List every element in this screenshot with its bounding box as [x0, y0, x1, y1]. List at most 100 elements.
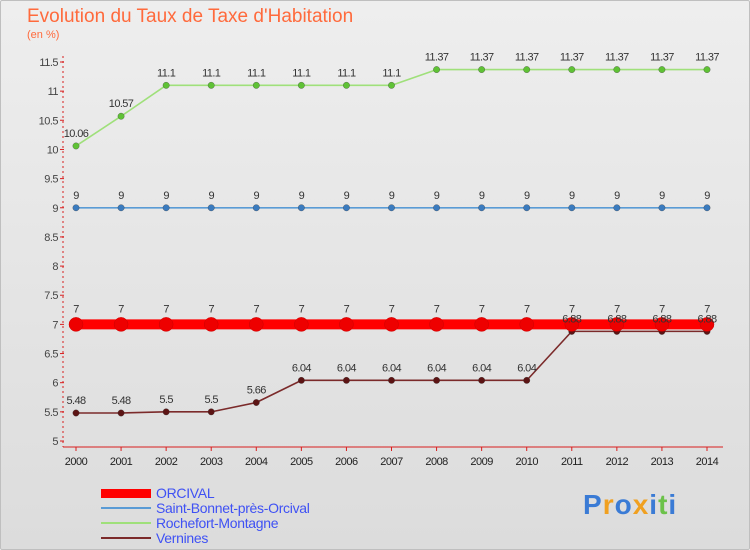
data-label: 7 [569, 303, 575, 315]
data-label: 6.88 [697, 313, 716, 325]
data-point [388, 377, 395, 384]
data-point [613, 204, 621, 212]
data-point [252, 399, 260, 406]
data-point [162, 408, 170, 416]
data-point [117, 112, 125, 120]
x-tick-label: 2009 [470, 456, 493, 468]
data-point [478, 204, 485, 212]
data-point [433, 66, 440, 73]
series-line-rochefort-montagne [75, 68, 707, 147]
y-tick-label: 9.5 [44, 174, 58, 186]
legend-swatch [101, 522, 151, 524]
data-label: 7 [704, 303, 710, 315]
data-point [72, 409, 80, 417]
y-tick-label: 11.5 [39, 57, 58, 69]
x-tick-label: 2001 [110, 456, 133, 468]
data-point [298, 204, 305, 212]
y-tick-label: 6 [52, 378, 58, 390]
data-point [478, 66, 485, 73]
data-point [207, 81, 215, 89]
legend-label: ORCIVAL [156, 485, 215, 501]
data-label: 11.37 [560, 52, 584, 64]
data-label: 11.37 [470, 52, 494, 64]
data-point [474, 317, 489, 332]
legend-label: Vernines [156, 530, 209, 546]
data-point [609, 317, 625, 332]
data-point [523, 66, 531, 73]
data-point [388, 81, 395, 89]
data-point [298, 81, 305, 89]
data-point [429, 317, 444, 332]
data-label: 6.04 [472, 362, 491, 374]
data-label: 6.04 [427, 362, 446, 374]
data-label: 6.88 [652, 313, 671, 325]
y-tick-label: 5 [52, 436, 58, 448]
data-label: 7 [299, 303, 305, 315]
y-tick-label: 10.5 [39, 115, 59, 127]
data-point [523, 377, 531, 384]
data-label: 11.1 [337, 67, 356, 79]
data-label: 11.1 [382, 67, 401, 79]
x-tick-label: 2004 [245, 456, 268, 468]
data-point [568, 66, 576, 73]
data-point [699, 317, 715, 332]
data-point [478, 377, 485, 384]
y-tick-label: 7.5 [44, 290, 58, 302]
data-label: 5.66 [247, 385, 266, 397]
data-label: 9 [704, 190, 710, 202]
data-point [113, 317, 129, 332]
x-tick-label: 2008 [425, 456, 448, 468]
data-label: 10.57 [109, 98, 134, 110]
data-label: 7 [73, 303, 79, 315]
chart-series [68, 66, 715, 417]
data-label: 11.1 [292, 67, 311, 79]
data-point [207, 204, 215, 212]
x-tick-label: 2002 [155, 456, 178, 468]
data-label: 9 [389, 190, 395, 202]
data-label: 6.04 [382, 362, 401, 374]
legend-label: Saint-Bonnet-près-Orcival [156, 500, 310, 516]
data-label: 7 [344, 303, 350, 315]
data-label: 7 [659, 303, 665, 315]
data-point [343, 377, 350, 384]
y-tick-label: 9 [52, 203, 58, 215]
data-point [564, 317, 580, 332]
data-point [252, 204, 260, 212]
data-label: 7 [208, 303, 214, 315]
x-tick-label: 2000 [65, 456, 88, 468]
data-point [249, 317, 264, 332]
data-label: 9 [569, 190, 575, 202]
data-point [298, 377, 305, 384]
data-point [207, 408, 215, 416]
data-label: 5.48 [66, 395, 85, 407]
data-label: 6.04 [292, 362, 311, 374]
data-label: 5.48 [112, 395, 131, 407]
data-label: 5.5 [159, 394, 173, 406]
data-label: 9 [208, 190, 214, 202]
data-label: 9 [163, 190, 169, 202]
data-point [117, 409, 125, 417]
y-tick-label: 8.5 [44, 232, 58, 244]
data-point [523, 204, 531, 212]
x-tick-label: 2005 [290, 456, 313, 468]
data-point [388, 204, 395, 212]
data-label: 7 [389, 303, 395, 315]
unit-label: (en %) [27, 29, 60, 41]
data-label: 7 [254, 303, 260, 315]
data-label: 7 [524, 303, 530, 315]
data-label: 9 [254, 190, 260, 202]
data-point [203, 317, 219, 332]
data-point [703, 204, 711, 212]
data-label: 5.5 [204, 394, 218, 406]
data-label: 9 [659, 190, 665, 202]
data-label: 11.37 [650, 52, 674, 64]
data-label: 9 [344, 190, 350, 202]
data-label: 7 [614, 303, 620, 315]
y-tick-label: 5.5 [44, 407, 58, 419]
data-label: 9 [299, 190, 305, 202]
data-label: 9 [118, 190, 124, 202]
x-tick-label: 2010 [515, 456, 538, 468]
data-label: 9 [479, 190, 485, 202]
data-label: 7 [163, 303, 169, 315]
